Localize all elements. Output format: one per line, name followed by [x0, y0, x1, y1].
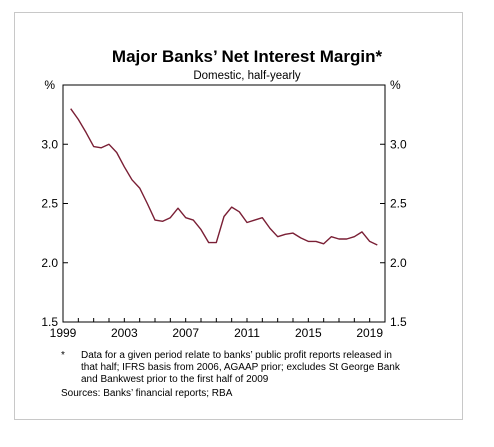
y-tick-label-right: 2.5 — [390, 197, 407, 211]
footnote-marker: * — [61, 350, 65, 361]
chart-subtitle: Domestic, half-yearly — [193, 70, 301, 82]
x-tick-label: 2003 — [111, 326, 138, 340]
sources-note: Sources: Banks’ financial reports; RBA — [61, 388, 233, 399]
y-tick-label-right: 2.0 — [390, 256, 407, 270]
x-tick-label: 2007 — [172, 326, 199, 340]
y-tick-label-left: 2.0 — [41, 256, 58, 270]
footnote-text: Data for a given period relate to banks’… — [81, 350, 400, 385]
x-tick-label: 2019 — [356, 326, 383, 340]
y-tick-label-right: 1.5 — [390, 315, 407, 329]
series-line — [70, 108, 378, 246]
x-tick-label: 2011 — [234, 326, 260, 340]
y-tick-label-right: 3.0 — [390, 137, 407, 151]
y-unit-left: % — [44, 78, 55, 92]
y-tick-label-left: 2.5 — [41, 197, 58, 211]
plot-area — [62, 84, 386, 323]
x-tick-label: 2015 — [295, 326, 322, 340]
y-tick-label-left: 3.0 — [41, 137, 58, 151]
x-tick-label: 1999 — [50, 326, 77, 340]
chart-title: Major Banks’ Net Interest Margin* — [111, 47, 383, 66]
y-tick-label-left: 1.5 — [41, 315, 58, 329]
chart-frame — [14, 12, 463, 420]
y-unit-right: % — [390, 78, 401, 92]
